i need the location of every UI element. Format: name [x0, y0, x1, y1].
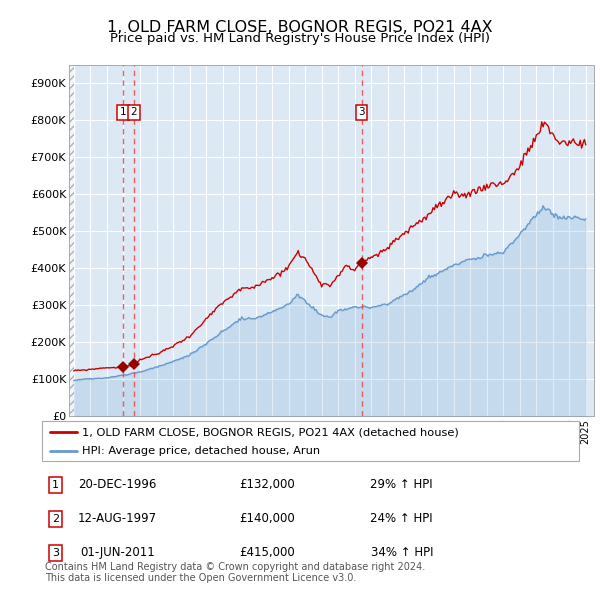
Text: £132,000: £132,000	[239, 478, 295, 491]
Text: 01-JUN-2011: 01-JUN-2011	[80, 546, 155, 559]
Text: 24% ↑ HPI: 24% ↑ HPI	[370, 512, 433, 526]
Text: 3: 3	[52, 548, 59, 558]
Text: 1, OLD FARM CLOSE, BOGNOR REGIS, PO21 4AX (detached house): 1, OLD FARM CLOSE, BOGNOR REGIS, PO21 4A…	[82, 427, 459, 437]
Text: 3: 3	[358, 107, 365, 117]
Text: £415,000: £415,000	[239, 546, 295, 559]
FancyBboxPatch shape	[42, 421, 579, 461]
Text: 1: 1	[52, 480, 59, 490]
Text: 2: 2	[52, 514, 59, 524]
Text: HPI: Average price, detached house, Arun: HPI: Average price, detached house, Arun	[82, 445, 320, 455]
Text: 2: 2	[130, 107, 137, 117]
Text: 1: 1	[119, 107, 126, 117]
Text: 29% ↑ HPI: 29% ↑ HPI	[370, 478, 433, 491]
Text: 20-DEC-1996: 20-DEC-1996	[78, 478, 157, 491]
Polygon shape	[69, 65, 74, 416]
Text: 34% ↑ HPI: 34% ↑ HPI	[371, 546, 433, 559]
Text: £140,000: £140,000	[239, 512, 295, 526]
Text: 1, OLD FARM CLOSE, BOGNOR REGIS, PO21 4AX: 1, OLD FARM CLOSE, BOGNOR REGIS, PO21 4A…	[107, 20, 493, 35]
Text: Price paid vs. HM Land Registry's House Price Index (HPI): Price paid vs. HM Land Registry's House …	[110, 32, 490, 45]
Text: Contains HM Land Registry data © Crown copyright and database right 2024.
This d: Contains HM Land Registry data © Crown c…	[45, 562, 425, 584]
Text: 12-AUG-1997: 12-AUG-1997	[77, 512, 157, 526]
